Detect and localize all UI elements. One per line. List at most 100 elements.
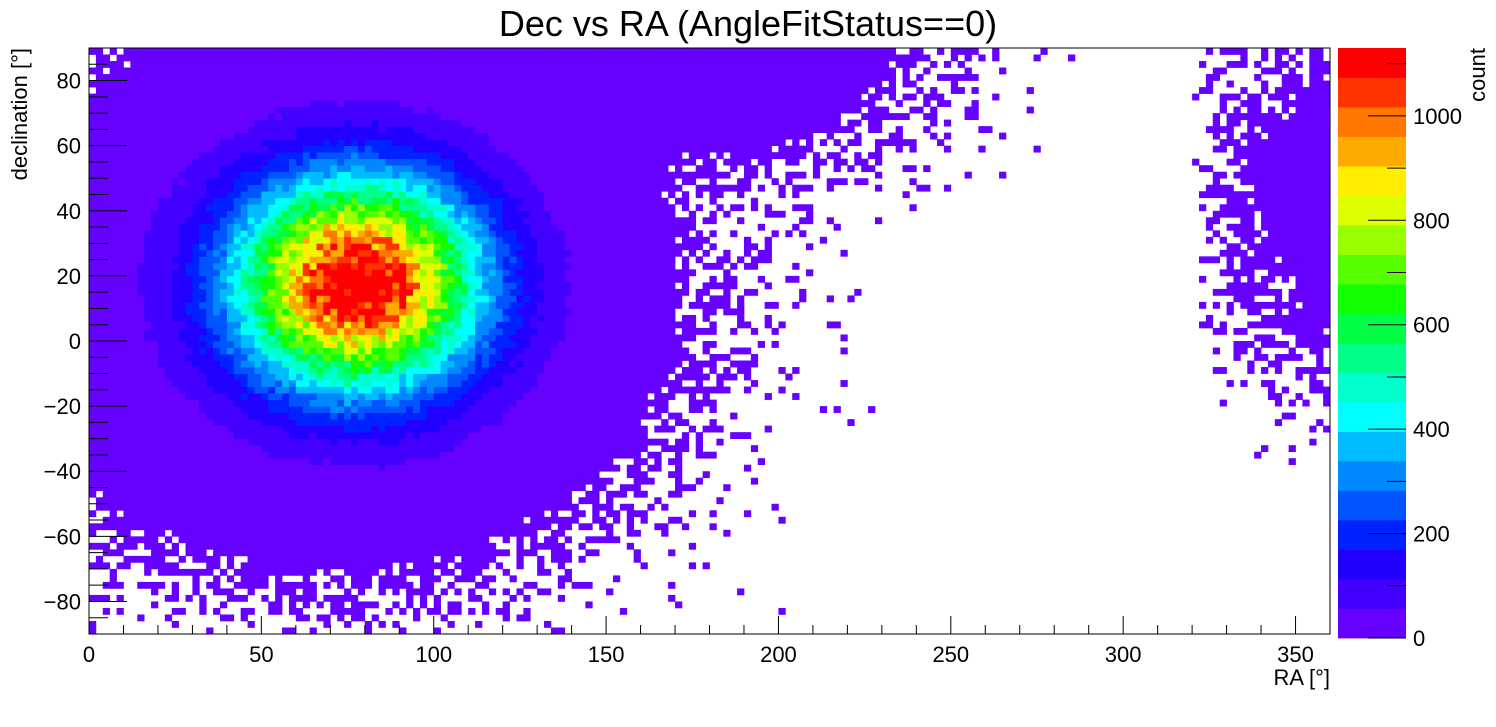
heatmap-cell [247, 471, 255, 479]
heatmap-cell [123, 354, 131, 361]
heatmap-cell [378, 275, 386, 283]
heatmap-cell [102, 607, 111, 615]
heatmap-cell [468, 282, 476, 290]
heatmap-cell [323, 113, 331, 120]
heatmap-cell [109, 230, 117, 238]
heatmap-cell [426, 529, 435, 537]
heatmap-cell [130, 236, 138, 244]
heatmap-cell [116, 126, 124, 133]
heatmap-cell [406, 529, 414, 537]
heatmap-cell [199, 191, 207, 199]
heatmap-cell [433, 607, 441, 615]
heatmap-cell [109, 367, 117, 374]
heatmap-cell [364, 48, 373, 55]
heatmap-cell [419, 139, 428, 147]
heatmap-cell [378, 243, 386, 251]
heatmap-cell [268, 471, 276, 479]
heatmap-cell [309, 74, 317, 81]
heatmap-cell [468, 347, 476, 355]
heatmap-cell [461, 458, 469, 466]
heatmap-cell [206, 393, 214, 400]
heatmap-cell [385, 256, 393, 264]
heatmap-cell [206, 367, 214, 374]
heatmap-cell [206, 67, 214, 75]
heatmap-cell [392, 165, 400, 173]
heatmap-cell [357, 458, 366, 466]
heatmap-cell [199, 555, 207, 563]
heatmap-cell [226, 48, 235, 55]
heatmap-cell [226, 295, 235, 303]
heatmap-cell [454, 67, 462, 75]
heatmap-cell [426, 262, 435, 270]
heatmap-cell [164, 341, 173, 348]
heatmap-cell [468, 61, 476, 68]
heatmap-cell [151, 74, 159, 81]
heatmap-cell [288, 373, 297, 381]
heatmap-cell [392, 282, 400, 290]
heatmap-cell [378, 262, 386, 270]
heatmap-cell [385, 262, 393, 270]
heatmap-cell [144, 210, 152, 218]
heatmap-cell [102, 282, 111, 290]
heatmap-cell [102, 295, 111, 303]
heatmap-cell [164, 171, 173, 179]
heatmap-cell [323, 288, 331, 296]
heatmap-cell [157, 256, 166, 264]
heatmap-cell [344, 432, 352, 440]
heatmap-cell [440, 529, 448, 537]
heatmap-cell [475, 458, 483, 466]
heatmap-cell [137, 516, 145, 524]
heatmap-cell [116, 399, 124, 407]
heatmap-cell [282, 210, 290, 218]
heatmap-cell [116, 282, 124, 290]
heatmap-cell [364, 542, 373, 550]
heatmap-cell [137, 614, 145, 622]
heatmap-cell [116, 393, 124, 400]
heatmap-cell [295, 432, 304, 440]
heatmap-cell [171, 438, 179, 446]
heatmap-cell [392, 575, 400, 583]
heatmap-cell [344, 204, 352, 212]
heatmap-cell [454, 295, 462, 303]
heatmap-cell [426, 113, 435, 120]
heatmap-cell [447, 620, 455, 628]
heatmap-cell [364, 87, 373, 94]
heatmap-cell [226, 477, 235, 485]
heatmap-cell [495, 549, 504, 557]
heatmap-cell [323, 594, 331, 602]
heatmap-cell [185, 178, 193, 186]
heatmap-cell [433, 249, 441, 257]
heatmap-cell [468, 425, 476, 433]
heatmap-cell [378, 575, 386, 583]
heatmap-cell [316, 536, 324, 544]
heatmap-cell [426, 412, 435, 420]
heatmap-cell [302, 230, 310, 238]
heatmap-cell [268, 555, 276, 563]
heatmap-cell [350, 126, 359, 133]
heatmap-cell [337, 471, 345, 479]
heatmap-cell [89, 243, 97, 251]
heatmap-cell [288, 386, 297, 394]
heatmap-cell [330, 490, 338, 498]
heatmap-cell [219, 542, 228, 550]
heatmap-cell [151, 158, 159, 166]
heatmap-cell [247, 139, 255, 147]
heatmap-cell [157, 334, 166, 342]
heatmap-cell [364, 61, 373, 68]
heatmap-cell [295, 314, 304, 322]
heatmap-cell [233, 327, 242, 335]
heatmap-cell [475, 594, 483, 602]
heatmap-cell [254, 373, 262, 381]
heatmap-cell [323, 100, 331, 107]
heatmap-cell [288, 497, 297, 505]
heatmap-cell [144, 74, 152, 81]
heatmap-cell [330, 256, 338, 264]
heatmap-cell [406, 308, 414, 316]
heatmap-cell [488, 184, 497, 192]
heatmap-cell [151, 249, 159, 257]
heatmap-cell [178, 139, 186, 147]
heatmap-cell [399, 327, 407, 335]
heatmap-cell [102, 477, 111, 485]
heatmap-cell [357, 484, 366, 492]
heatmap-cell [323, 549, 331, 557]
